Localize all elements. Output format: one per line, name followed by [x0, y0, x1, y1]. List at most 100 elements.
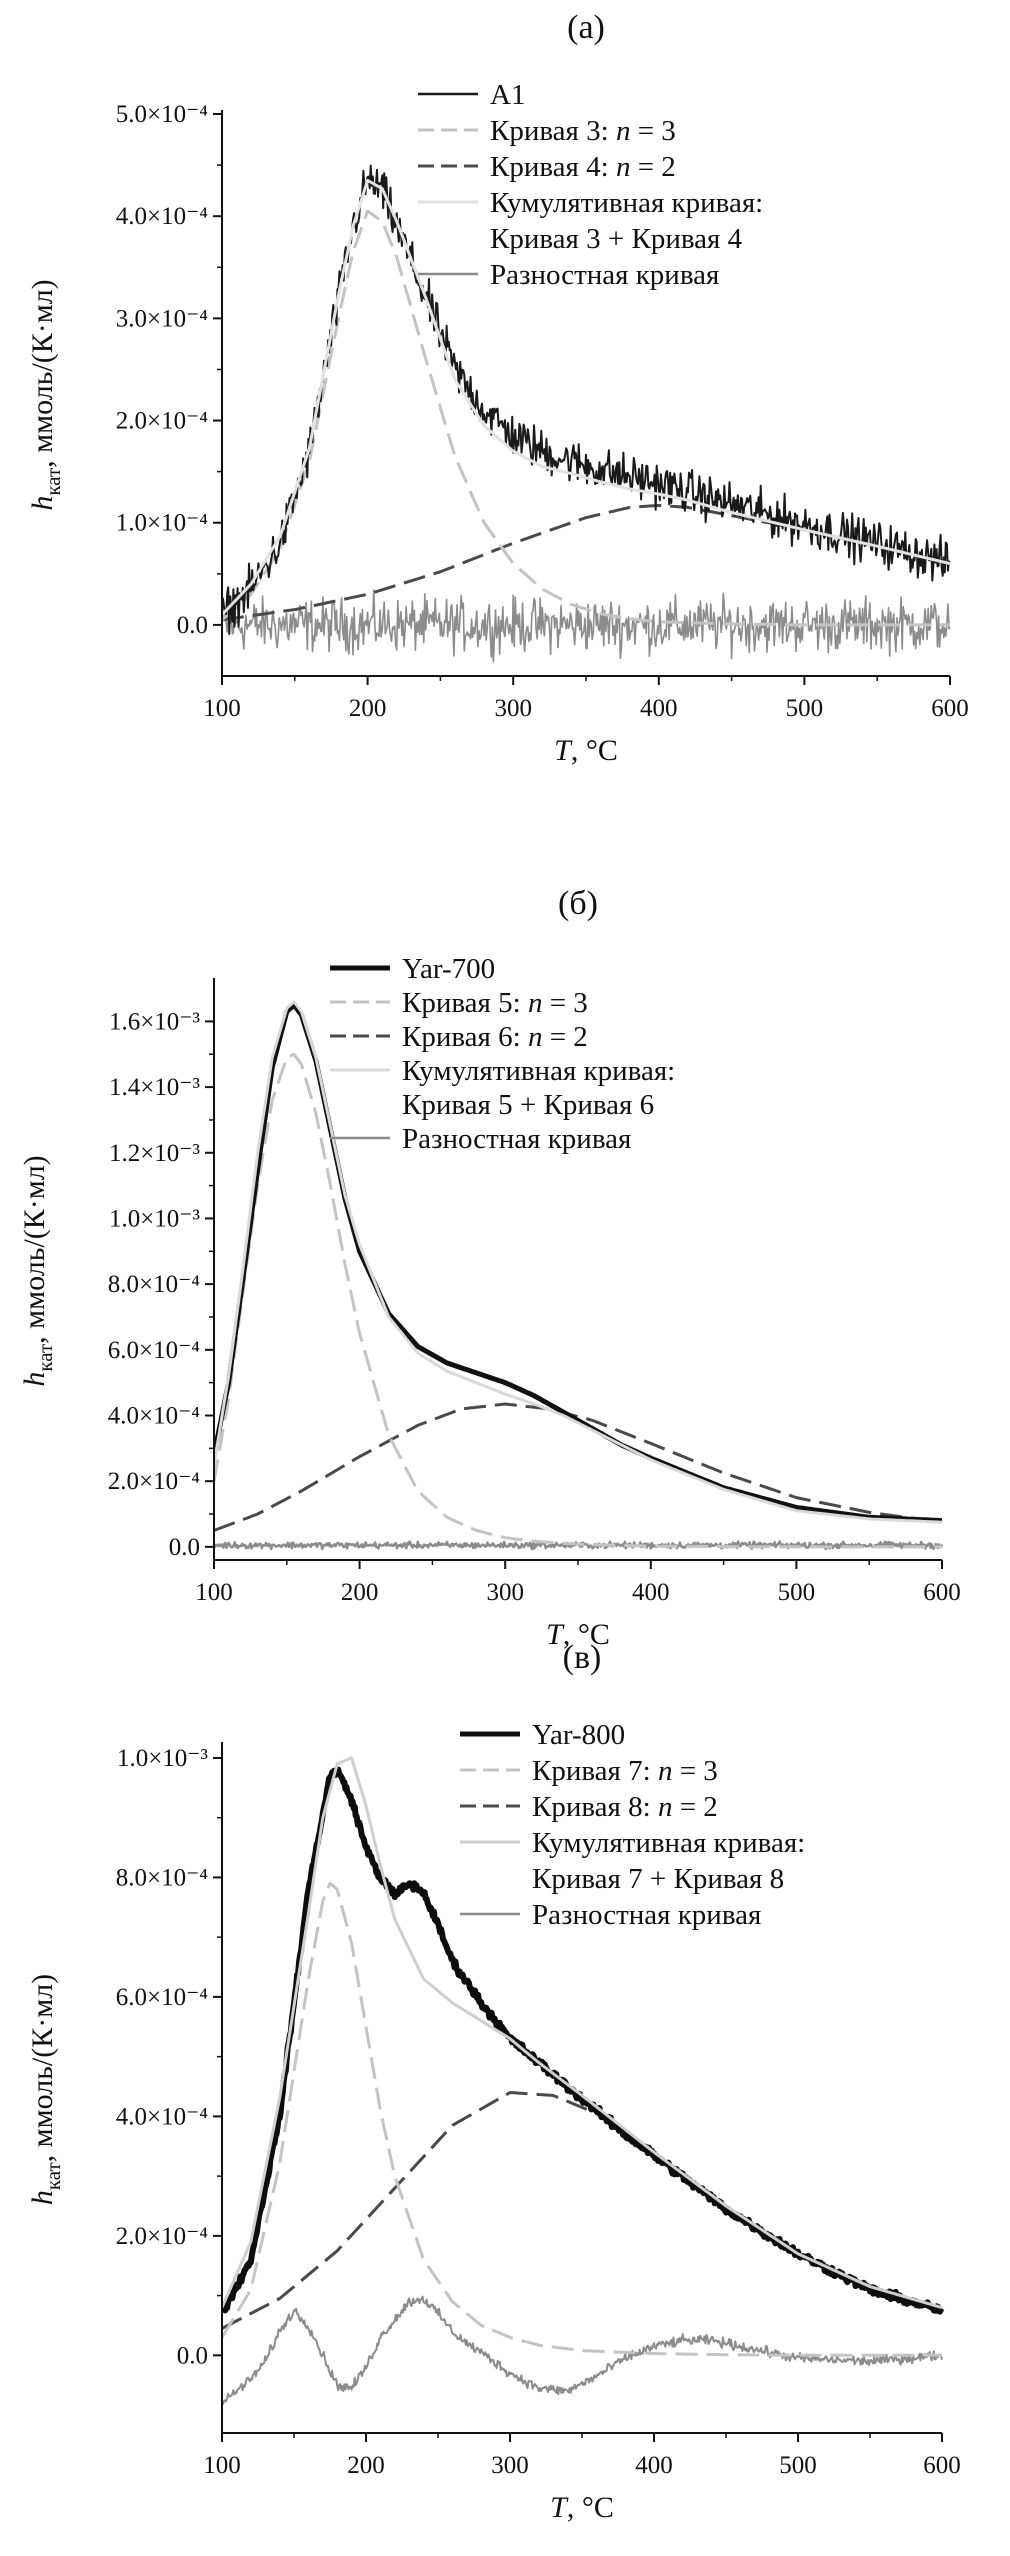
legend-label-suffix: = 3: [542, 987, 587, 1019]
legend-label-5: Разностная кривая: [402, 1123, 631, 1155]
series-line-2: [215, 1052, 942, 1549]
y-tick-label: 1.2×10⁻³: [109, 1140, 201, 1167]
legend-label-n: n: [528, 1021, 543, 1053]
y-axis-label-subscript: кат: [41, 468, 65, 496]
legend-label-4-line2: Кривая 5 + Кривая 6: [402, 1089, 654, 1121]
series-line-3: [223, 503, 951, 622]
x-axis-label: T, °C: [546, 1618, 610, 1651]
x-tick-label: 200: [341, 1579, 379, 1606]
legend-label-suffix: = 2: [630, 151, 675, 183]
x-axis-label-symbol: T: [554, 734, 573, 767]
y-tick-label: 4.0×10⁻⁴: [116, 2103, 209, 2130]
x-tick-label: 300: [486, 1579, 524, 1606]
series-line-4: [215, 1000, 943, 1524]
y-axis-label: hкат, ммоль/(К·мл): [18, 1155, 57, 1386]
legend-label-1: Yar-700: [402, 953, 495, 985]
x-tick-label: 100: [203, 695, 241, 722]
y-axis-label-symbol: h: [26, 496, 59, 511]
legend-label-4: Кумулятивная кривая:: [490, 187, 763, 219]
series-line-3: [215, 1402, 943, 1532]
y-tick-label: 2.0×10⁻⁴: [116, 2223, 209, 2250]
x-tick-label: 200: [347, 2452, 385, 2479]
y-axis-label-unit: , ммоль/(К·мл): [18, 1155, 51, 1344]
legend-label-suffix: = 3: [630, 115, 675, 147]
x-tick-label: 200: [349, 695, 387, 722]
x-axis-label-unit: , °C: [571, 734, 618, 767]
x-axis-label: T, °C: [554, 734, 618, 767]
chart-panel-3: (в) 100 200 300 400 500 600 0.0 2.0×10⁻⁴ 4.0×10⁻⁴…: [26, 1639, 961, 2524]
chart-panel-1: (а) 100 200 300 400 500 600 0.0 1.0×10⁻⁴ 2.0×10⁻⁴…: [26, 9, 969, 767]
y-axis-label-unit: , ммоль/(К·мл): [26, 279, 59, 468]
y-axis-label: hкат, ммоль/(К·мл): [26, 1974, 65, 2205]
y-tick-label: 8.0×10⁻⁴: [116, 1864, 209, 1891]
legend-label-n: n: [658, 1791, 673, 1823]
y-tick-label: 5.0×10⁻⁴: [116, 101, 209, 128]
legend-label-n: n: [616, 115, 631, 147]
x-axis-label-unit: , °C: [567, 2491, 614, 2524]
legend-label-prefix: Кривая 6:: [402, 1021, 528, 1053]
legend-label-4-line2: Кривая 7 + Кривая 8: [532, 1863, 784, 1895]
y-tick-label: 1.4×10⁻³: [109, 1074, 201, 1101]
y-axis-label-subscript: кат: [33, 1344, 57, 1372]
y-tick-label: 1.0×10⁻⁴: [116, 510, 209, 537]
series-line-2: [223, 1881, 942, 2357]
x-axis-label-symbol: T: [550, 2491, 569, 2524]
y-tick-label: 3.0×10⁻⁴: [116, 305, 209, 332]
legend-label-3: Кривая 4: n = 2: [490, 151, 676, 183]
legend-label-4-line2: Кривая 3 + Кривая 4: [490, 223, 743, 255]
panel-label: (в): [563, 1639, 602, 1676]
legend-label-4: Кумулятивная кривая:: [402, 1055, 675, 1087]
y-axis-label-unit: , ммоль/(К·мл): [26, 1974, 59, 2163]
panel-label: (б): [558, 885, 598, 922]
x-axis-label-unit: , °C: [563, 1618, 610, 1651]
chart-panel-2: (б) 100 200 300 400 500 600 0.0 2.0×10⁻⁴ 4.0×10⁻⁴…: [18, 885, 961, 1651]
x-tick-label: 300: [494, 695, 532, 722]
legend-label-2: Кривая 3: n = 3: [490, 115, 676, 147]
y-tick-label: 2.0×10⁻⁴: [116, 408, 209, 435]
x-axis-label-symbol: T: [546, 1618, 565, 1651]
legend-label-prefix: Кривая 3:: [490, 115, 616, 147]
series-line-4: [223, 1756, 943, 2309]
x-tick-label: 500: [778, 1579, 816, 1606]
legend-label-n: n: [658, 1755, 673, 1787]
legend-label-3: Кривая 6: n = 2: [402, 1021, 588, 1053]
series-line-3: [223, 2091, 943, 2330]
panel-label: (а): [567, 9, 605, 46]
y-tick-label: 8.0×10⁻⁴: [108, 1271, 201, 1298]
x-tick-label: 400: [640, 695, 678, 722]
x-tick-label: 400: [632, 1579, 670, 1606]
legend-label-suffix: = 2: [542, 1021, 587, 1053]
series-line-5: [223, 589, 951, 663]
x-axis-label: T, °C: [550, 2491, 614, 2524]
legend-label-prefix: Кривая 7:: [532, 1755, 658, 1787]
x-tick-label: 500: [779, 2452, 817, 2479]
x-tick-label: 500: [786, 695, 824, 722]
y-axis-label-subscript: кат: [41, 2162, 65, 2190]
y-tick-label: 6.0×10⁻⁴: [116, 1984, 209, 2011]
y-tick-label: 4.0×10⁻⁴: [108, 1403, 201, 1430]
legend-label-5: Разностная кривая: [490, 259, 719, 291]
x-tick-label: 400: [635, 2452, 673, 2479]
plot-area: [215, 1000, 944, 1551]
legend-label-suffix: = 3: [672, 1755, 717, 1787]
x-tick-label: 100: [203, 2452, 241, 2479]
x-tick-label: 600: [931, 695, 969, 722]
y-tick-label: 0.0: [177, 612, 208, 639]
legend-label-prefix: Кривая 8:: [532, 1791, 658, 1823]
y-axis-label: hкат, ммоль/(К·мл): [26, 279, 65, 510]
legend-label-2: Кривая 5: n = 3: [402, 987, 588, 1019]
legend-label-prefix: Кривая 5:: [402, 987, 528, 1019]
plot-area: [223, 1756, 945, 2406]
legend-label-n: n: [528, 987, 543, 1019]
legend-label-4: Кумулятивная кривая:: [532, 1827, 805, 1859]
x-tick-label: 600: [923, 1579, 961, 1606]
y-tick-label: 2.0×10⁻⁴: [108, 1468, 201, 1495]
legend-label-3: Кривая 8: n = 2: [532, 1791, 718, 1823]
legend-label-n: n: [616, 151, 631, 183]
legend-label-suffix: = 2: [672, 1791, 717, 1823]
y-tick-label: 4.0×10⁻⁴: [116, 203, 209, 230]
x-tick-label: 600: [923, 2452, 961, 2479]
legend-label-5: Разностная кривая: [532, 1899, 761, 1931]
legend-label-1: Yar-800: [532, 1719, 625, 1751]
